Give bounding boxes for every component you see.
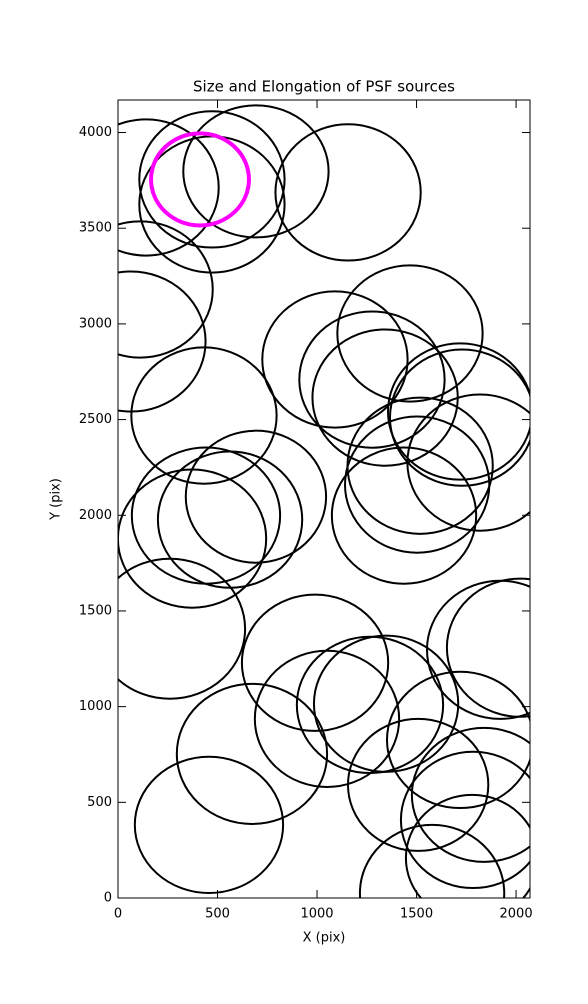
- psf-ellipse: [182, 104, 330, 239]
- plot-area: [118, 104, 530, 898]
- psf-ellipse: [138, 110, 286, 249]
- y-tick-label: 3000: [79, 316, 112, 331]
- axes-frame: [117, 99, 531, 899]
- x-axis-label: X (pix): [303, 931, 346, 946]
- psf-ellipse: [312, 634, 460, 773]
- psf-ellipse: [133, 755, 285, 895]
- psf-ellipse: [330, 446, 478, 585]
- chart-title: Size and Elongation of PSF sources: [193, 78, 455, 96]
- psf-ellipse: [399, 750, 530, 890]
- psf-ellipse: [343, 415, 491, 554]
- x-tick-label: 1000: [300, 907, 333, 922]
- psf-ellipse: [358, 823, 506, 898]
- psf-ellipse: [261, 290, 409, 429]
- psf-ellipse: [175, 682, 329, 825]
- y-tick-label: 4000: [79, 125, 112, 140]
- psf-ellipse: [298, 310, 446, 449]
- psf-ellipse: [445, 577, 530, 718]
- psf-ellipse: [118, 118, 220, 257]
- y-tick-label: 2500: [79, 412, 112, 427]
- psf-ellipse: [404, 793, 530, 898]
- y-tick-label: 3500: [79, 221, 112, 236]
- psf-ellipse: [118, 557, 247, 700]
- y-axis-label: Y (pix): [49, 478, 64, 521]
- x-tick-label: 2000: [500, 907, 533, 922]
- psf-ellipse: [386, 670, 530, 810]
- highlight-ellipse: [149, 131, 251, 228]
- y-tick-label: 2000: [79, 508, 112, 523]
- y-tick-label: 1000: [79, 699, 112, 714]
- psf-ellipse: [118, 468, 268, 609]
- psf-ellipse: [389, 348, 530, 487]
- y-tick-label: 1500: [79, 603, 112, 618]
- x-tick-label: 500: [205, 907, 230, 922]
- psf-ellipse: [118, 220, 214, 359]
- psf-ellipse: [387, 342, 530, 481]
- x-tick-label: 0: [114, 907, 122, 922]
- x-tick-label: 1500: [400, 907, 433, 922]
- psf-ellipse: [406, 393, 530, 532]
- psf-ellipse: [336, 264, 484, 403]
- psf-ellipse: [274, 123, 422, 262]
- psf-ellipse: [410, 726, 530, 863]
- psf-ellipse: [346, 717, 490, 852]
- psf-ellipse: [240, 593, 390, 732]
- psf-ellipse: [130, 346, 278, 485]
- psf-ellipse: [184, 429, 328, 564]
- psf-ellipse: [253, 649, 401, 789]
- y-tick-label: 500: [87, 795, 112, 810]
- y-tick-label: 0: [104, 891, 112, 906]
